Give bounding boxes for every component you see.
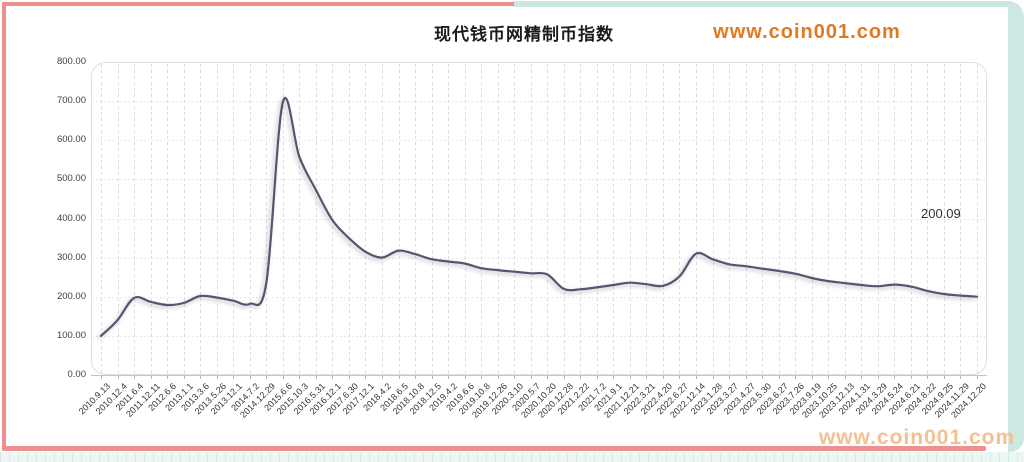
watermark-top: www.coin001.com [713,21,901,43]
chart-title: 现代钱币网精制币指数 [434,25,614,44]
pink-border-bottom [2,446,986,451]
y-axis-label: 0.00 [67,369,87,380]
y-axis-label: 400.00 [56,212,86,224]
graph-paper-strip [0,452,1024,462]
plot-border [91,62,987,375]
y-axis-label: 800.00 [56,56,86,67]
y-axis-label: 700.00 [56,95,86,107]
y-axis-label: 300.00 [56,251,86,263]
y-axis-label: 100.00 [56,329,86,341]
y-axis-label: 600.00 [56,134,86,146]
teal-border-frame [513,1,1024,452]
y-axis-label: 500.00 [56,173,86,185]
watermark-bottom: www.coin001.com [818,426,1016,449]
pink-border-left [2,2,6,451]
end-value-label: 200.09 [921,206,961,221]
pink-border-top [2,2,514,6]
index-line-series [99,97,979,337]
y-axis-label: 200.00 [56,290,86,302]
